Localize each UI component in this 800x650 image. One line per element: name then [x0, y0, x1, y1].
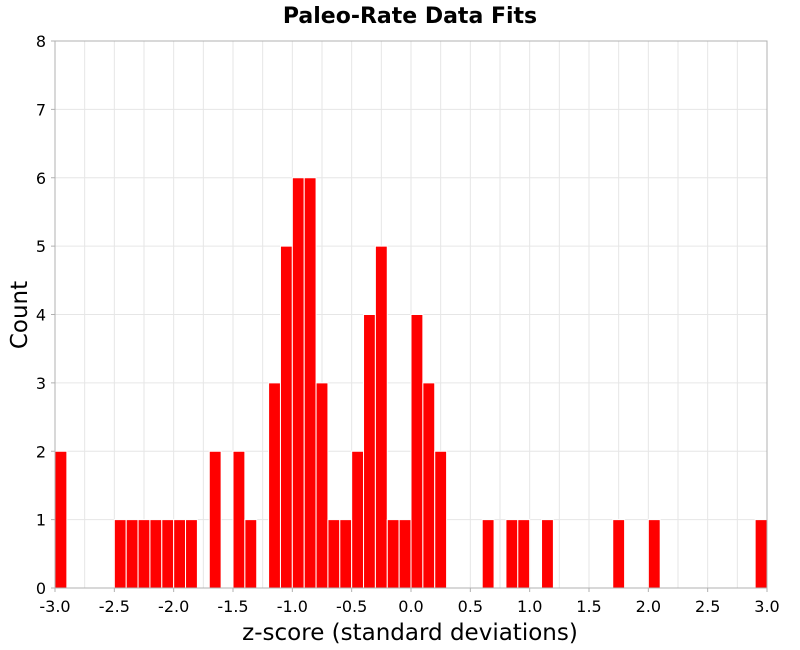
x-tick-label: -0.5: [336, 597, 367, 616]
histogram-bar: [422, 382, 436, 589]
histogram-bar: [363, 314, 376, 589]
x-tick-label: 2.0: [636, 597, 661, 616]
histogram-bar: [268, 382, 281, 589]
histogram-bar: [161, 519, 175, 589]
y-tick-label: 5: [36, 237, 46, 256]
y-tick-label: 1: [36, 511, 46, 530]
y-axis-tick-labels: 0 1 2 3 4 5 6 7 8: [36, 32, 46, 598]
histogram-bar: [386, 519, 400, 589]
x-axis-label: z-score (standard deviations): [242, 620, 578, 646]
histogram-bar: [173, 519, 187, 589]
y-tick-label: 3: [36, 374, 46, 393]
histogram-bar: [54, 450, 68, 589]
histogram-bar: [410, 314, 424, 589]
chart-title: Paleo-Rate Data Fits: [283, 4, 537, 29]
histogram-bar: [481, 519, 495, 589]
histogram-bar: [434, 450, 448, 589]
histogram-bar: [541, 519, 554, 589]
x-tick-label: -2.5: [99, 597, 130, 616]
y-tick-label: 0: [36, 579, 46, 598]
histogram-bar: [505, 519, 519, 589]
histogram-bar: [244, 519, 258, 589]
x-tick-label: -1.5: [217, 597, 248, 616]
histogram-bar: [339, 519, 353, 589]
histogram-bars: [54, 177, 768, 589]
histogram-bar: [137, 519, 151, 589]
histogram-bar: [291, 177, 305, 589]
histogram-bar: [351, 450, 365, 589]
x-tick-label: 1.0: [517, 597, 542, 616]
histogram-bar: [279, 245, 293, 589]
y-tick-label: 2: [36, 442, 46, 461]
axis-ticks: [51, 40, 768, 592]
histogram-bar: [113, 519, 127, 589]
x-tick-label: 2.5: [695, 597, 720, 616]
y-tick-label: 4: [36, 306, 46, 325]
x-tick-label: 0.5: [458, 597, 483, 616]
x-tick-label: -1.0: [277, 597, 308, 616]
histogram-bar: [125, 519, 139, 589]
y-tick-label: 6: [36, 169, 46, 188]
histogram-bar: [612, 519, 626, 589]
histogram-bar: [208, 450, 222, 589]
histogram-bar: [232, 450, 246, 589]
histogram-bar: [327, 519, 341, 589]
x-tick-label: 0.0: [398, 597, 423, 616]
x-tick-label: -3.0: [39, 597, 70, 616]
x-tick-label: 1.5: [576, 597, 601, 616]
x-tick-label: -2.0: [158, 597, 189, 616]
histogram-bar: [398, 519, 412, 589]
histogram-bar: [754, 519, 768, 589]
x-axis-tick-labels: -3.0 -2.5 -2.0 -1.5 -1.0 -0.5 0.0 0.5 1.0 1.5 2.0 2…: [39, 597, 779, 616]
histogram-bar: [185, 519, 198, 589]
histogram-bar: [374, 245, 388, 589]
y-tick-label: 8: [36, 32, 46, 51]
histogram-bar: [315, 382, 329, 589]
x-tick-label: 3.0: [754, 597, 779, 616]
y-axis-label: Count: [7, 281, 33, 349]
histogram-bar: [149, 519, 163, 589]
histogram-bar: [517, 519, 531, 589]
y-tick-label: 7: [36, 100, 46, 119]
histogram-bar: [647, 519, 661, 589]
histogram-bar: [303, 177, 317, 589]
